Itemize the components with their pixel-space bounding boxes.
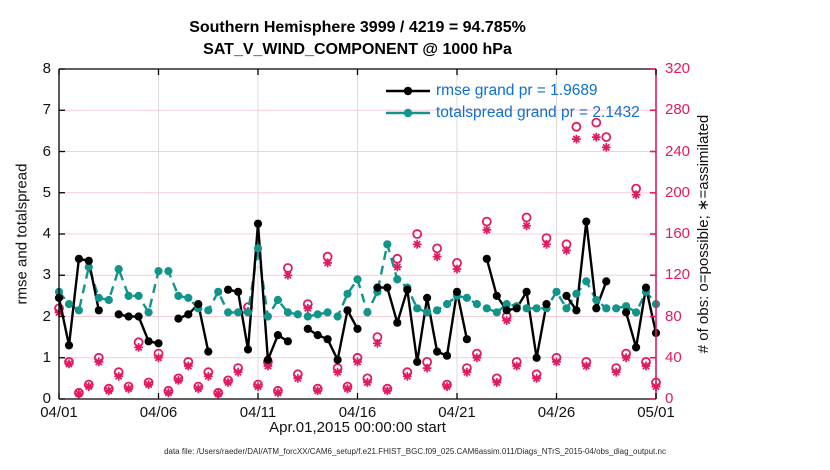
chart-title-line2: SAT_V_WIND_COMPONENT @ 1000 hPa — [203, 41, 512, 58]
y-tick-label-left: 0 — [42, 390, 51, 407]
x-tick-label: 04/26 — [537, 404, 576, 421]
y-tick-label-left: 1 — [42, 348, 51, 366]
x-axis-label: Apr.01,2015 00:00:00 start — [269, 419, 446, 436]
x-tick-label: 04/21 — [438, 404, 476, 421]
x-tick-label: 04/16 — [338, 404, 377, 421]
legend-item-totalspread: totalspread grand pr = 2.1432 — [384, 102, 640, 124]
legend-item-rmse: rmse grand pr = 1.9689 — [384, 80, 640, 102]
y-tick-label-right: 40 — [665, 348, 682, 366]
y-tick-label-left: 3 — [42, 266, 51, 284]
x-tick-label: 04/11 — [239, 404, 277, 421]
y-tick-label-right: 200 — [665, 183, 691, 201]
x-tick-label: 04/06 — [139, 404, 178, 421]
y-tick-label-right: 240 — [665, 142, 691, 160]
chart-title-line1: Southern Hemisphere 3999 / 4219 = 94.785… — [189, 19, 526, 36]
totalspread-line-sample-icon — [386, 108, 430, 118]
y-tick-label-left: 5 — [42, 183, 51, 201]
rmse-sample-marker-icon — [403, 86, 413, 96]
y-tick-label-right: 80 — [665, 307, 682, 325]
legend-totalspread-label: totalspread grand pr = 2.1432 — [436, 104, 640, 121]
rmse-markers — [54, 217, 661, 366]
y-tick-label-right: 320 — [665, 60, 691, 77]
y-tick-label-right: 120 — [665, 266, 691, 284]
y-tick-label-left: 6 — [42, 142, 51, 160]
x-tick-label: 05/01 — [637, 404, 675, 421]
y-tick-label-right: 280 — [665, 101, 691, 119]
totalspread-sample-marker-icon — [403, 108, 413, 118]
y-tick-label-left: 7 — [42, 101, 51, 119]
y-tick-label-right: 160 — [665, 225, 691, 242]
y-tick-label-left: 8 — [42, 60, 51, 77]
legend-rmse-label: rmse grand pr = 1.9689 — [436, 82, 598, 99]
totalspread-markers — [54, 240, 661, 321]
y-tick-label-left: 2 — [42, 307, 51, 325]
rmse-line-sample-icon — [386, 86, 430, 96]
legend: rmse grand pr = 1.9689 totalspread grand… — [384, 80, 640, 124]
data-file-caption: data file: /Users/raeder/DAI/ATM_forcXX/… — [164, 447, 666, 456]
x-tick-label: 04/01 — [40, 404, 78, 421]
y-tick-label-right: 0 — [665, 390, 674, 407]
y-tick-label-left: 4 — [42, 225, 51, 242]
